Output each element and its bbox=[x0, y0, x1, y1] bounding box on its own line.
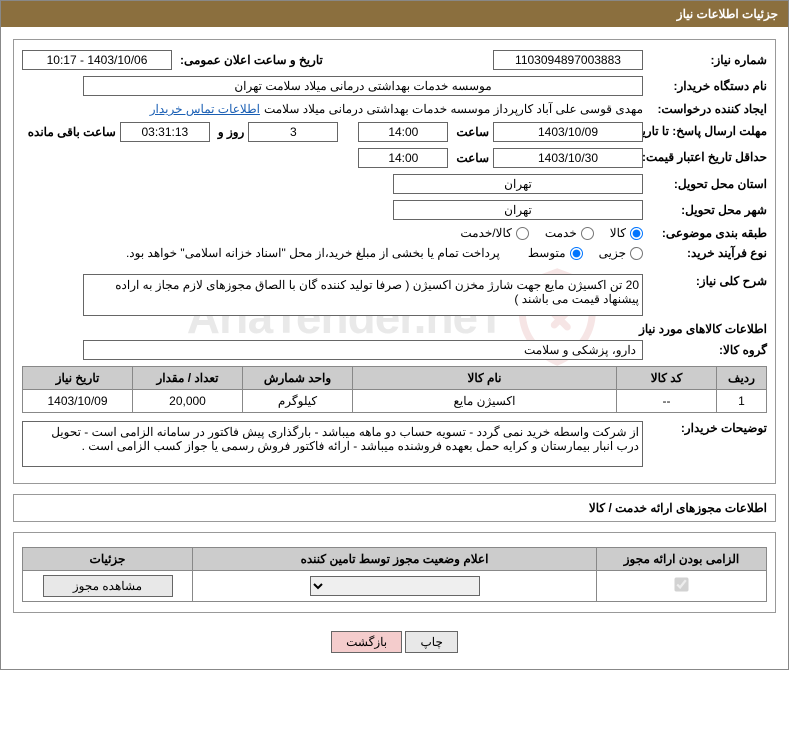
row-price-validity: حداقل تاریخ اعتبار قیمت: تا تاریخ: ساعت bbox=[22, 148, 767, 168]
label-city: شهر محل تحویل: bbox=[647, 203, 767, 217]
cell-qty: 20,000 bbox=[133, 390, 243, 413]
row-reply-deadline: مهلت ارسال پاسخ: تا تاریخ: ساعت روز و سا… bbox=[22, 122, 767, 142]
label-buyer-org: نام دستگاه خریدار: bbox=[647, 79, 767, 93]
radio-partial[interactable]: جزیی bbox=[599, 246, 643, 260]
th-row: ردیف bbox=[717, 367, 767, 390]
hms-left-field[interactable] bbox=[120, 122, 210, 142]
treasury-note: پرداخت تمام یا بخشی از مبلغ خرید،از محل … bbox=[126, 246, 500, 260]
cell-name: اکسیژن مایع bbox=[353, 390, 617, 413]
label-reply-deadline: مهلت ارسال پاسخ: تا تاریخ: bbox=[647, 124, 767, 140]
radio-goods[interactable]: کالا bbox=[610, 226, 643, 240]
label-goods-group: گروه کالا: bbox=[647, 343, 767, 357]
th-qty: تعداد / مقدار bbox=[133, 367, 243, 390]
th-name: نام کالا bbox=[353, 367, 617, 390]
buyer-org-field[interactable] bbox=[83, 76, 643, 96]
row-purchase-type: نوع فرآیند خرید: جزیی متوسط پرداخت تمام … bbox=[22, 246, 767, 260]
requester-text: مهدی قوسی علی آباد کارپرداز موسسه خدمات … bbox=[264, 102, 643, 116]
status-select[interactable] bbox=[310, 576, 480, 596]
radio-service[interactable]: خدمت bbox=[545, 226, 594, 240]
row-buyer-notes: توضیحات خریدار: bbox=[22, 421, 767, 467]
reply-time-field[interactable] bbox=[358, 122, 448, 142]
goods-table: ردیف کد کالا نام کالا واحد شمارش تعداد /… bbox=[22, 366, 767, 413]
label-province: استان محل تحویل: bbox=[647, 177, 767, 191]
cell-unit: کیلوگرم bbox=[243, 390, 353, 413]
province-field[interactable] bbox=[393, 174, 643, 194]
price-valid-time-field[interactable] bbox=[358, 148, 448, 168]
announce-dt-field[interactable] bbox=[22, 50, 172, 70]
need-desc-textarea[interactable] bbox=[83, 274, 643, 316]
row-need-no: شماره نیاز: تاریخ و ساعت اعلان عمومی: bbox=[22, 50, 767, 70]
row-category: طبقه بندی موضوعی: کالا خدمت کالا/خدمت bbox=[22, 226, 767, 240]
buyer-notes-textarea[interactable] bbox=[22, 421, 643, 467]
content-area: AriaTender.neT شماره نیاز: تاریخ و ساعت … bbox=[1, 27, 788, 669]
print-button[interactable]: چاپ bbox=[405, 631, 457, 653]
th-need-date: تاریخ نیاز bbox=[23, 367, 133, 390]
label-time2: ساعت bbox=[452, 151, 489, 165]
permits-row: مشاهده مجوز bbox=[23, 571, 767, 602]
row-need-desc: شرح کلی نیاز: bbox=[22, 274, 767, 316]
cell-row: 1 bbox=[717, 390, 767, 413]
need-no-field[interactable] bbox=[493, 50, 643, 70]
cell-code: -- bbox=[617, 390, 717, 413]
main-container: جزئیات اطلاعات نیاز AriaTender.neT شماره… bbox=[0, 0, 789, 670]
permits-table: الزامی بودن ارائه مجوز اعلام وضعیت مجوز … bbox=[22, 547, 767, 602]
th-details: جزئیات bbox=[23, 548, 193, 571]
label-announce-dt: تاریخ و ساعت اعلان عمومی: bbox=[176, 53, 323, 67]
price-valid-date-field[interactable] bbox=[493, 148, 643, 168]
row-goods-group: گروه کالا: bbox=[22, 340, 767, 360]
cell-details: مشاهده مجوز bbox=[23, 571, 193, 602]
label-buyer-notes: توضیحات خریدار: bbox=[647, 421, 767, 435]
category-radio-group: کالا خدمت کالا/خدمت bbox=[460, 226, 643, 240]
reply-date-field[interactable] bbox=[493, 122, 643, 142]
label-time-left: ساعت باقی مانده bbox=[24, 125, 116, 139]
button-row: چاپ بازگشت bbox=[13, 623, 776, 657]
row-buyer-org: نام دستگاه خریدار: bbox=[22, 76, 767, 96]
goods-table-header-row: ردیف کد کالا نام کالا واحد شمارش تعداد /… bbox=[23, 367, 767, 390]
city-field[interactable] bbox=[393, 200, 643, 220]
label-need-desc: شرح کلی نیاز: bbox=[647, 274, 767, 288]
mandatory-checkbox bbox=[674, 577, 688, 591]
back-button[interactable]: بازگشت bbox=[331, 631, 402, 653]
permits-header-row: الزامی بودن ارائه مجوز اعلام وضعیت مجوز … bbox=[23, 548, 767, 571]
page-header: جزئیات اطلاعات نیاز bbox=[1, 1, 788, 27]
info-panel: شماره نیاز: تاریخ و ساعت اعلان عمومی: نا… bbox=[13, 39, 776, 484]
th-unit: واحد شمارش bbox=[243, 367, 353, 390]
goods-table-row: 1 -- اکسیژن مایع کیلوگرم 20,000 1403/10/… bbox=[23, 390, 767, 413]
view-permit-button[interactable]: مشاهده مجوز bbox=[43, 575, 173, 597]
radio-both[interactable]: کالا/خدمت bbox=[460, 226, 528, 240]
label-time1: ساعت bbox=[452, 125, 489, 139]
radio-medium[interactable]: متوسط bbox=[528, 246, 583, 260]
cell-need-date: 1403/10/09 bbox=[23, 390, 133, 413]
purchase-type-radio-group: جزیی متوسط bbox=[528, 246, 643, 260]
label-need-no: شماره نیاز: bbox=[647, 53, 767, 67]
permits-header-label: اطلاعات مجوزهای ارائه خدمت / کالا bbox=[585, 501, 767, 515]
th-mandatory: الزامی بودن ارائه مجوز bbox=[597, 548, 767, 571]
cell-mandatory bbox=[597, 571, 767, 602]
label-purchase-type: نوع فرآیند خرید: bbox=[647, 246, 767, 260]
days-left-field[interactable] bbox=[248, 122, 338, 142]
label-requester: ایجاد کننده درخواست: bbox=[647, 102, 767, 116]
row-province: استان محل تحویل: bbox=[22, 174, 767, 194]
goods-info-heading: اطلاعات کالاهای مورد نیاز bbox=[22, 322, 767, 336]
row-requester: ایجاد کننده درخواست: مهدی قوسی علی آباد … bbox=[22, 102, 767, 116]
permits-header-panel: اطلاعات مجوزهای ارائه خدمت / کالا bbox=[13, 494, 776, 522]
permits-panel: الزامی بودن ارائه مجوز اعلام وضعیت مجوز … bbox=[13, 532, 776, 613]
goods-group-field[interactable] bbox=[83, 340, 643, 360]
label-category: طبقه بندی موضوعی: bbox=[647, 226, 767, 240]
cell-status bbox=[193, 571, 597, 602]
label-price-validity: حداقل تاریخ اعتبار قیمت: تا تاریخ: bbox=[647, 150, 767, 166]
row-city: شهر محل تحویل: bbox=[22, 200, 767, 220]
th-status: اعلام وضعیت مجوز توسط تامین کننده bbox=[193, 548, 597, 571]
page-title: جزئیات اطلاعات نیاز bbox=[677, 7, 778, 21]
th-code: کد کالا bbox=[617, 367, 717, 390]
label-days-and: روز و bbox=[214, 125, 245, 139]
buyer-contact-link[interactable]: اطلاعات تماس خریدار bbox=[150, 102, 260, 116]
